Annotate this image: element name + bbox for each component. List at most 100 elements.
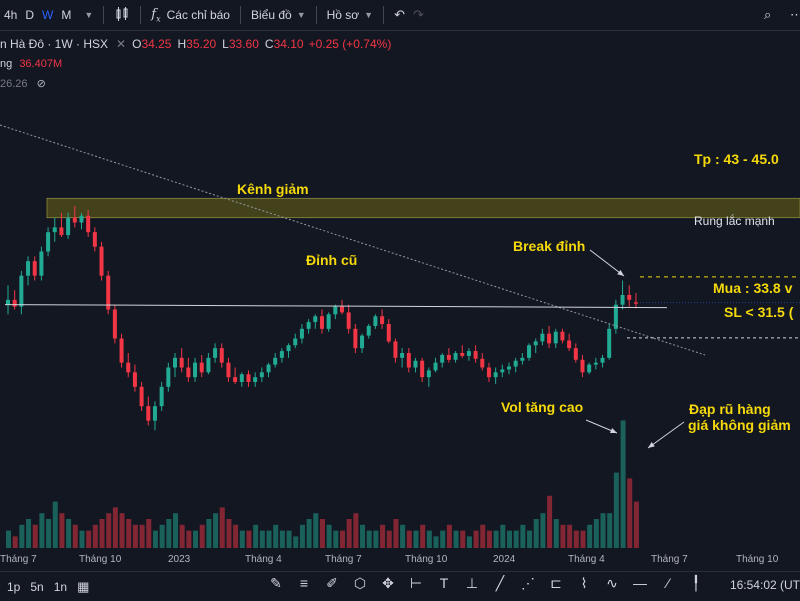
candle-body <box>119 338 124 363</box>
interval-4h[interactable]: 4h <box>4 8 18 22</box>
candle-body <box>460 353 465 356</box>
ruler-icon[interactable]: ⊏ <box>550 575 562 591</box>
interval-d[interactable]: D <box>25 8 35 22</box>
volume-bar <box>540 513 546 548</box>
volume-bar <box>473 530 479 548</box>
candle-body <box>279 351 284 358</box>
range-5d-button[interactable]: 5n <box>30 579 44 594</box>
volume-bar <box>159 524 165 548</box>
volume-bar <box>279 530 285 548</box>
legend-settings-icon[interactable]: ✕ <box>116 37 127 51</box>
annotation-kenh-giam[interactable]: Kênh giảm <box>237 181 309 197</box>
ray-icon[interactable]: ⁄ <box>666 575 670 591</box>
eye-off-icon[interactable]: ⊘ <box>36 78 46 90</box>
annotation-dap-ru-1[interactable]: Đạp rũ hàng <box>689 401 771 417</box>
arrow-break-dinh-head <box>617 269 624 276</box>
undo-button[interactable]: ↶ <box>390 0 409 30</box>
candle-body <box>366 325 371 336</box>
interval-w[interactable]: W <box>42 8 54 22</box>
annotation-rung-lac[interactable]: Rung lắc mạnh <box>694 214 775 228</box>
anchor-icon[interactable]: ⊥ <box>465 575 479 591</box>
path-icon[interactable]: ⋰ <box>521 575 535 591</box>
x-tick-label: Tháng 7 <box>325 554 362 565</box>
range-1y-button[interactable]: 1n <box>53 579 68 594</box>
pattern-icon[interactable]: ✥ <box>382 575 394 591</box>
measure-icon[interactable]: ⊢ <box>409 575 423 591</box>
annotation-sl[interactable]: SL < 31.5 ( <box>724 304 794 320</box>
candle-body <box>99 246 104 276</box>
hline-icon[interactable]: — <box>633 575 647 591</box>
brush-icon[interactable]: ✎ <box>270 575 282 591</box>
volume-bar <box>46 519 52 548</box>
chart-type-button[interactable] <box>110 0 134 30</box>
pen-icon[interactable]: ✐ <box>326 575 338 591</box>
volume-bar <box>627 478 633 548</box>
time-axis[interactable]: Tháng 7 Tháng 10 2023 Tháng 4 Tháng 7 Th… <box>0 548 800 570</box>
downtrend-line <box>0 124 706 356</box>
candle-body <box>486 367 491 378</box>
candle-body <box>12 299 17 307</box>
candle-body <box>480 358 485 368</box>
symbol-title[interactable]: n Hà Đô · 1W · HSX <box>0 37 109 51</box>
candle-body <box>373 316 378 326</box>
annotation-dinh-cu[interactable]: Đỉnh cũ <box>306 252 358 268</box>
candle-body <box>293 338 298 346</box>
zigzag-icon[interactable]: ⌇ <box>580 575 588 591</box>
candle-body <box>126 362 131 373</box>
annotation-vol-tang[interactable]: Vol tăng cao <box>501 399 584 415</box>
open-value: 34.25 <box>141 37 172 51</box>
trendline-icon[interactable]: ╱ <box>495 575 505 591</box>
chart-menu-button[interactable]: Biểu đồ ▼ <box>247 0 310 30</box>
volume-bar <box>386 530 392 548</box>
volume-bar <box>112 507 118 548</box>
candle-body <box>507 366 511 370</box>
indicators-button[interactable]: fx Các chỉ báo <box>147 0 234 30</box>
redo-button[interactable]: ↷ <box>409 0 428 30</box>
volume-bar <box>299 524 305 548</box>
more-button[interactable]: ⋯ <box>786 0 800 30</box>
close-value: 34.10 <box>273 37 304 51</box>
volume-bar <box>92 524 98 548</box>
indicator-legend: 26.26 ⊘ <box>0 78 46 90</box>
volume-bar <box>233 524 239 548</box>
candle-body <box>286 345 291 352</box>
volume-bar <box>99 519 105 548</box>
candle-body <box>19 275 24 307</box>
arrow-break-dinh <box>589 249 625 277</box>
shape-icon[interactable]: ⬡ <box>353 575 367 591</box>
interval-m[interactable]: M <box>61 8 72 22</box>
annotation-tp[interactable]: Tp : 43 - 45.0 <box>694 151 779 167</box>
text-icon[interactable]: T <box>439 575 449 591</box>
volume-bar <box>373 530 379 548</box>
profile-menu-button[interactable]: Hồ sơ ▼ <box>323 0 377 30</box>
volume-bar <box>480 524 486 548</box>
scan-search-button[interactable]: ⌕ <box>760 0 775 30</box>
bars-icon[interactable]: ╿ <box>691 575 701 591</box>
price-chart[interactable] <box>0 31 800 549</box>
range-1d-button[interactable]: 1p <box>7 579 21 594</box>
candle-body <box>547 333 552 344</box>
volume-bar <box>340 530 345 548</box>
drawing-tools: ✎ ≡ ✐ ⬡ ✥ ⊢ T ⊥ ╱ ⋰ ⊏ ⌇ ∿ — ⁄ ╿ <box>262 575 710 592</box>
candle-body <box>26 261 31 276</box>
candle-body <box>406 353 411 368</box>
volume-bar <box>79 530 85 548</box>
candle-body <box>132 372 137 387</box>
redo-icon: ↷ <box>412 7 424 22</box>
calendar-icon[interactable]: ▦ <box>77 578 90 594</box>
volume-bar <box>620 420 626 548</box>
candle-body <box>560 331 565 341</box>
horizontal-lines-icon[interactable]: ≡ <box>299 575 309 591</box>
annotation-mua[interactable]: Mua : 33.8 v <box>713 280 793 296</box>
annotation-dap-ru-2[interactable]: giá không giảm <box>688 417 791 433</box>
wave-icon[interactable]: ∿ <box>606 575 618 591</box>
clock[interactable]: 16:54:02 (UT <box>729 578 800 592</box>
x-tick-label: 2024 <box>493 554 516 565</box>
x-tick-label: 2023 <box>168 554 191 565</box>
interval-dropdown[interactable]: ▼ <box>75 0 97 30</box>
candle-body <box>633 302 638 304</box>
symbol-legend: n Hà Đô · 1W · HSX ✕ O 34.25 H 35.20 L 33.6… <box>0 37 392 51</box>
volume-bar <box>613 472 619 548</box>
annotation-break-dinh[interactable]: Break đỉnh <box>513 238 586 254</box>
volume-bar <box>553 519 559 548</box>
